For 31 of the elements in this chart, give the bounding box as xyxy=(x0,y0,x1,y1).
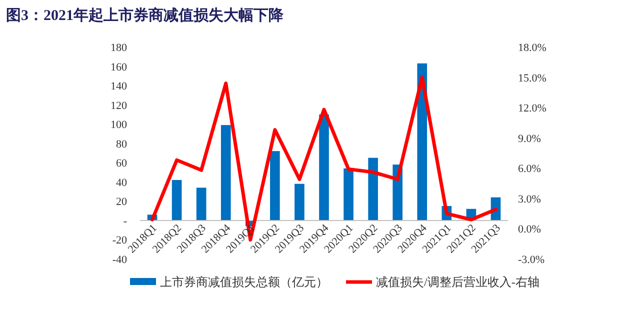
y-tick-label: 160 xyxy=(110,61,128,74)
bar xyxy=(294,184,304,220)
bar xyxy=(368,158,378,220)
y-tick-label: -40 xyxy=(112,254,128,266)
y2-tick-label: 15.0% xyxy=(518,72,546,84)
bar xyxy=(196,188,206,220)
bar xyxy=(270,151,280,220)
y2-tick-label: 6.0% xyxy=(518,163,541,176)
y-tick-label: - xyxy=(123,215,128,228)
legend-label: 上市券商减值损失总额（亿元） xyxy=(160,275,328,289)
y-tick-label: 40 xyxy=(116,176,128,189)
y-tick-label: 20 xyxy=(116,196,128,208)
y-tick-label: 140 xyxy=(110,80,128,93)
bar xyxy=(172,180,182,220)
y-tick-label: 180 xyxy=(110,42,128,54)
y-tick-label: 120 xyxy=(110,100,128,112)
y2-tick-label: 9.0% xyxy=(518,132,541,145)
legend-label: 减值损失/调整后营业收入-右轴 xyxy=(376,275,540,289)
y-tick-label: 80 xyxy=(116,138,128,150)
bar xyxy=(344,168,354,220)
y2-tick-label: 18.0% xyxy=(518,42,546,54)
y-tick-label: 60 xyxy=(116,158,128,170)
y2-tick-label: 12.0% xyxy=(518,102,546,115)
bar xyxy=(319,114,329,220)
y2-tick-label: -3.0% xyxy=(518,254,545,266)
y2-tick-label: 0.0% xyxy=(518,224,541,236)
chart-title: 图3：2021年起上市券商减值损失大幅下降 xyxy=(6,6,284,24)
bar xyxy=(220,125,231,220)
y-tick-label: 100 xyxy=(110,119,128,132)
y2-tick-label: 3.0% xyxy=(518,193,541,206)
y-tick-label: -20 xyxy=(112,234,128,247)
